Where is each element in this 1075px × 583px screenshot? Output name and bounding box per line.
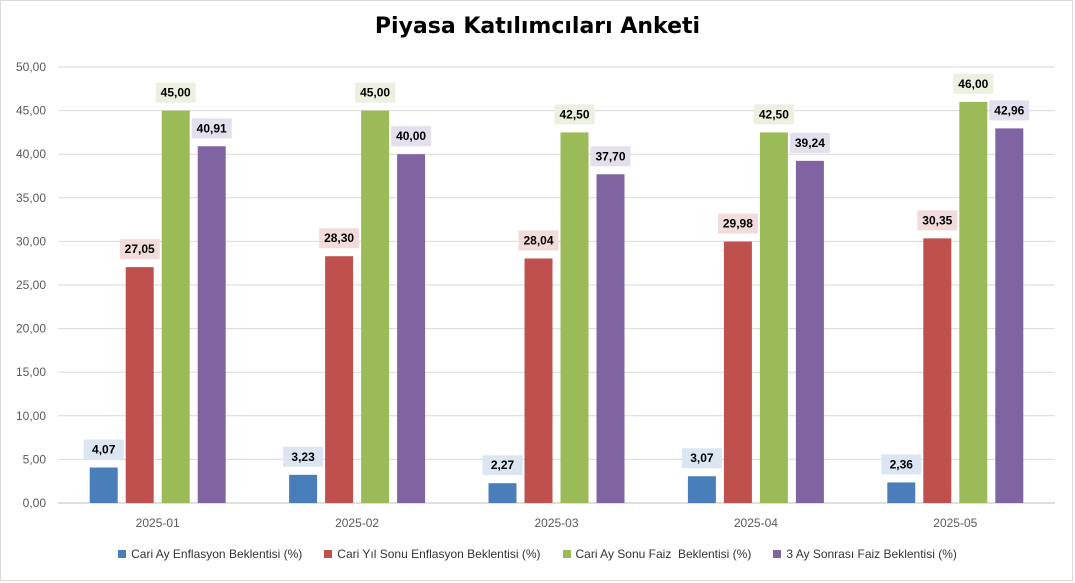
- data-label: 39,24: [795, 136, 825, 150]
- y-tick-label: 0,00: [23, 496, 47, 510]
- data-label-box: [391, 126, 432, 147]
- bar-4-2025-02: [397, 154, 426, 503]
- data-label: 3,23: [291, 450, 315, 464]
- data-label: 37,70: [595, 149, 625, 163]
- legend-swatch: [773, 550, 782, 558]
- data-label: 42,50: [759, 107, 789, 121]
- legend-item-4: 3 Ay Sonrası Faiz Beklentisi (%): [773, 547, 957, 561]
- legend-item-1: Cari Ay Enflasyon Beklentisi (%): [118, 547, 302, 561]
- legend-item-2: Cari Yıl Sonu Enflasyon Beklentisi (%): [324, 547, 541, 561]
- data-label: 30,35: [922, 213, 952, 227]
- bar-1-2025-03: [488, 483, 517, 503]
- data-label: 45,00: [360, 86, 390, 100]
- data-label-box: [789, 132, 830, 153]
- data-label-box: [590, 146, 631, 167]
- legend-label: 3 Ay Sonrası Faiz Beklentisi (%): [786, 547, 957, 561]
- data-label-box: [881, 454, 922, 475]
- bar-1-2025-01: [89, 467, 118, 503]
- legend-item-3: Cari Ay Sonu Faiz Beklentisi (%): [562, 547, 752, 561]
- legend-swatch: [562, 550, 571, 558]
- bar-4-2025-03: [596, 174, 625, 504]
- x-tick-label: 2025-01: [136, 516, 180, 530]
- data-label: 42,96: [994, 103, 1024, 117]
- data-label-box: [119, 239, 160, 260]
- data-label-box: [283, 446, 324, 467]
- data-label: 40,91: [197, 121, 227, 135]
- bar-4-2025-01: [197, 146, 226, 503]
- bar-1-2025-05: [887, 482, 916, 503]
- x-tick-label: 2025-05: [933, 516, 977, 530]
- bar-4-2025-05: [995, 128, 1024, 503]
- y-tick-label: 45,00: [16, 104, 46, 118]
- bar-4-2025-04: [795, 160, 824, 503]
- data-label: 3,07: [690, 451, 714, 465]
- bar-2-2025-01: [125, 267, 154, 503]
- data-label: 2,36: [890, 457, 914, 471]
- data-label-box: [191, 118, 232, 139]
- data-label: 28,04: [523, 233, 553, 247]
- data-label-box: [753, 104, 794, 125]
- y-tick-label: 5,00: [23, 452, 47, 466]
- data-label-box: [83, 439, 124, 460]
- y-tick-label: 30,00: [16, 234, 46, 248]
- data-label-box: [953, 73, 994, 94]
- data-label-box: [355, 82, 396, 103]
- data-label-box: [319, 228, 360, 249]
- chart-legend: Cari Ay Enflasyon Beklentisi (%) Cari Yıl…: [0, 547, 1075, 561]
- data-label: 28,30: [324, 231, 354, 245]
- data-label-box: [717, 213, 758, 234]
- bar-2-2025-04: [723, 241, 752, 503]
- data-label-box: [917, 210, 958, 231]
- data-label-box: [482, 455, 523, 476]
- bar-1-2025-04: [687, 476, 716, 503]
- y-tick-label: 40,00: [16, 147, 46, 161]
- bar-2-2025-03: [524, 258, 553, 503]
- bar-2-2025-05: [923, 238, 952, 503]
- bar-3-2025-02: [361, 110, 390, 503]
- bar-3-2025-03: [560, 132, 589, 503]
- bar-3-2025-01: [161, 110, 190, 503]
- bar-3-2025-05: [959, 101, 988, 503]
- x-tick-label: 2025-03: [534, 516, 578, 530]
- data-label-box: [518, 230, 559, 251]
- bar-1-2025-02: [289, 474, 318, 503]
- data-label: 40,00: [396, 129, 426, 143]
- data-label-box: [155, 82, 196, 103]
- y-tick-label: 10,00: [16, 409, 46, 423]
- bar-2-2025-02: [325, 256, 354, 503]
- bar-3-2025-04: [759, 132, 788, 503]
- data-label: 2,27: [491, 458, 515, 472]
- data-label: 29,98: [723, 217, 753, 231]
- x-tick-label: 2025-02: [335, 516, 379, 530]
- y-tick-label: 15,00: [16, 365, 46, 379]
- data-label: 46,00: [958, 77, 988, 91]
- chart-title: Piyasa Katılımcıları Anketi: [374, 14, 701, 39]
- legend-swatch: [118, 550, 127, 558]
- y-tick-label: 35,00: [16, 191, 46, 205]
- data-label: 45,00: [161, 86, 191, 100]
- legend-swatch: [324, 550, 333, 558]
- legend-label: Cari Ay Enflasyon Beklentisi (%): [131, 547, 303, 561]
- data-label: 4,07: [92, 443, 116, 457]
- data-label-box: [681, 448, 722, 469]
- x-tick-label: 2025-04: [734, 516, 778, 530]
- data-label: 27,05: [125, 242, 155, 256]
- data-label-box: [554, 104, 595, 125]
- legend-label: Cari Yıl Sonu Enflasyon Beklentisi (%): [337, 547, 541, 561]
- data-label: 42,50: [559, 107, 589, 121]
- legend-label: Cari Ay Sonu Faiz Beklentisi (%): [575, 547, 752, 561]
- y-tick-label: 50,00: [16, 60, 46, 74]
- data-label-box: [989, 100, 1030, 121]
- y-tick-label: 20,00: [16, 322, 46, 336]
- y-tick-label: 25,00: [16, 278, 46, 292]
